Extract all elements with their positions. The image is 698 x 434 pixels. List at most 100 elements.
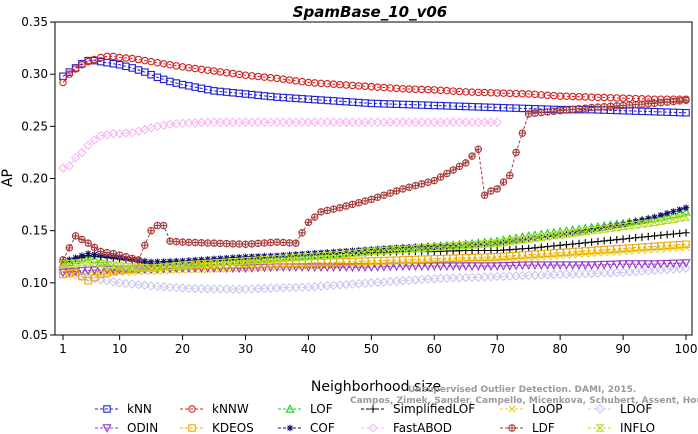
- point-odin: [83, 266, 93, 276]
- point-inflo: [140, 264, 150, 272]
- point-fastabod: [234, 117, 244, 127]
- point-ldf: [663, 98, 671, 106]
- point-inflo: [83, 258, 93, 266]
- point-fastabod: [398, 117, 408, 127]
- y-tick-label: 0.15: [21, 224, 48, 238]
- point-cof: [147, 258, 155, 266]
- point-simplifiedlof: [537, 243, 545, 251]
- point-ldf: [348, 200, 357, 209]
- point-fastabod: [416, 117, 427, 127]
- point-odin: [668, 259, 679, 269]
- point-inflo: [643, 219, 653, 227]
- legend-item-loop: LoOP: [500, 402, 563, 416]
- legend-item-knn: kNN: [95, 402, 152, 416]
- point-ldf: [266, 238, 275, 247]
- y-tick-label: 0.30: [21, 67, 48, 81]
- y-axis: 0.05 0.10 0.15 0.20 0.25 0.30 0.35: [21, 15, 55, 342]
- point-fastabod: [89, 135, 100, 145]
- x-tick-label: 10: [112, 342, 127, 356]
- point-ldf: [512, 148, 520, 157]
- point-inflo: [486, 239, 496, 248]
- point-ldf: [115, 251, 124, 259]
- point-fastabod: [360, 117, 370, 127]
- x-tick-label: 100: [675, 342, 698, 356]
- legend-label: FastABOD: [393, 421, 452, 434]
- point-odin: [498, 262, 509, 271]
- point-ldf: [524, 110, 533, 118]
- point-simplifiedlof: [493, 246, 501, 255]
- point-ldof: [209, 284, 219, 294]
- point-odin: [542, 261, 553, 270]
- legend-item-inflo: INFLO: [588, 421, 655, 434]
- point-odin: [70, 267, 81, 277]
- point-ldf: [323, 206, 332, 215]
- point-cof: [141, 257, 149, 265]
- point-inflo: [555, 231, 565, 239]
- point-inflo: [234, 257, 244, 266]
- point-cof: [355, 247, 362, 254]
- point-cof: [607, 223, 614, 230]
- series-line-inflo: [62, 216, 687, 269]
- point-cof: [210, 255, 218, 263]
- point-ldf: [550, 107, 558, 116]
- legend-item-lof: LOF: [278, 402, 333, 416]
- point-cof: [676, 206, 683, 213]
- point-ldf: [292, 239, 300, 247]
- point-inflo: [196, 260, 206, 268]
- series-knnw: [59, 52, 690, 103]
- point-odin: [624, 260, 634, 269]
- point-simplifiedlof: [663, 230, 671, 239]
- point-simplifiedlof: [506, 245, 514, 254]
- point-knn: [65, 68, 74, 76]
- point-knnw: [65, 70, 74, 78]
- point-inflo: [203, 259, 213, 268]
- point-ldf: [480, 191, 489, 199]
- point-ldf: [260, 239, 269, 247]
- point-ldf: [65, 244, 74, 252]
- point-fastabod: [467, 117, 477, 127]
- point-ldf: [185, 238, 193, 247]
- point-loop: [223, 265, 231, 273]
- point-simplifiedlof: [594, 237, 602, 246]
- point-fastabod: [70, 152, 81, 163]
- point-simplifiedlof: [587, 238, 596, 246]
- series-ldof: [58, 263, 691, 294]
- point-ldf: [487, 187, 495, 195]
- point-inflo: [329, 251, 339, 259]
- point-cof: [682, 204, 690, 211]
- point-odin: [511, 261, 521, 271]
- point-inflo: [146, 264, 156, 272]
- point-inflo: [108, 261, 118, 270]
- point-fastabod: [410, 117, 421, 127]
- point-inflo: [410, 244, 420, 253]
- legend-marker: [188, 424, 196, 432]
- point-knnw: [59, 78, 67, 87]
- point-fastabod: [253, 117, 263, 127]
- point-inflo: [467, 241, 477, 249]
- point-kdeos: [682, 240, 690, 248]
- point-cof: [185, 257, 193, 264]
- point-inflo: [561, 230, 571, 238]
- point-knn: [682, 109, 690, 117]
- point-ldof: [102, 275, 112, 286]
- point-cof: [663, 210, 671, 217]
- point-ldf: [562, 106, 571, 114]
- point-ldf: [147, 226, 155, 235]
- point-ldof: [140, 280, 150, 291]
- point-simplifiedlof: [606, 236, 615, 244]
- point-inflo: [303, 253, 313, 261]
- point-ldf: [600, 102, 608, 111]
- point-odin: [310, 263, 320, 273]
- point-fastabod: [454, 117, 465, 127]
- point-odin: [675, 259, 685, 269]
- point-odin: [492, 262, 502, 272]
- point-inflo: [524, 235, 534, 243]
- point-inflo: [316, 252, 326, 260]
- point-fastabod: [221, 117, 232, 127]
- point-ldof: [234, 284, 244, 294]
- point-fastabod: [316, 117, 326, 127]
- legend-label: ODIN: [127, 421, 158, 434]
- point-cof: [236, 253, 243, 261]
- point-inflo: [115, 262, 125, 270]
- point-inflo: [492, 239, 502, 247]
